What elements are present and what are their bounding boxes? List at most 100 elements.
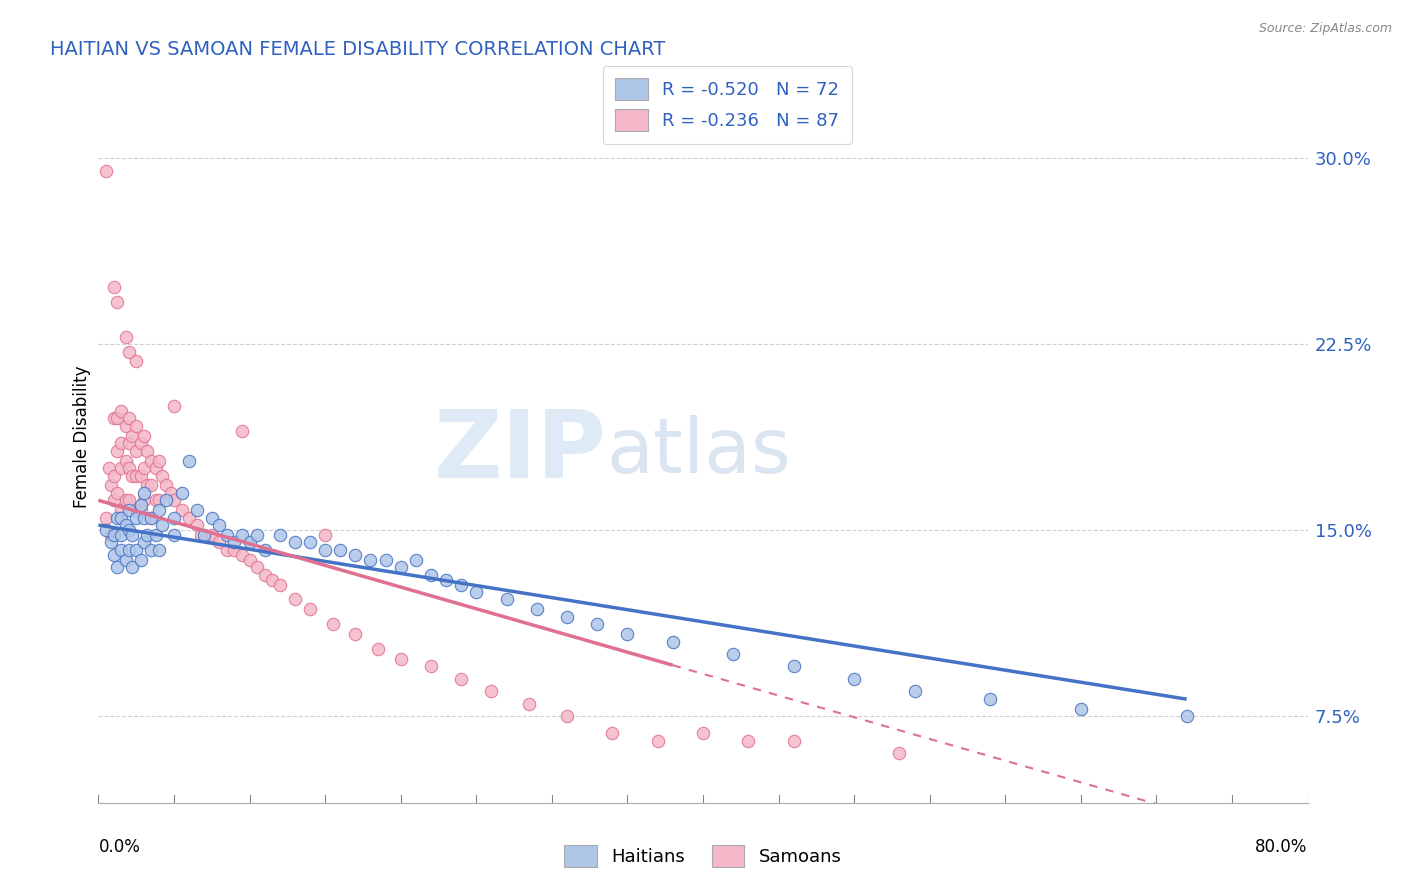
Point <box>105 510 128 524</box>
Point <box>179 510 201 524</box>
Point <box>150 518 173 533</box>
Point <box>239 553 262 567</box>
Point <box>125 468 148 483</box>
Point <box>129 553 152 567</box>
Point <box>125 418 148 433</box>
Point <box>118 523 141 537</box>
Point <box>193 528 215 542</box>
Point <box>114 553 136 567</box>
Point <box>246 528 269 542</box>
Point <box>186 503 208 517</box>
Point <box>125 510 148 524</box>
Point <box>1070 701 1092 715</box>
Point <box>129 503 152 517</box>
Point <box>103 411 125 425</box>
Point <box>145 528 167 542</box>
Point <box>224 535 246 549</box>
Point <box>148 542 170 557</box>
Point <box>125 443 148 458</box>
Point <box>121 560 143 574</box>
Point <box>360 553 382 567</box>
Point <box>135 478 157 492</box>
Point <box>160 486 183 500</box>
Point <box>103 493 125 508</box>
Point <box>114 453 136 467</box>
Point <box>526 602 548 616</box>
Point <box>163 399 186 413</box>
Text: atlas: atlas <box>606 415 792 489</box>
Point <box>163 510 186 524</box>
Point <box>105 411 128 425</box>
Point <box>141 510 163 524</box>
Text: HAITIAN VS SAMOAN FEMALE DISABILITY CORRELATION CHART: HAITIAN VS SAMOAN FEMALE DISABILITY CORR… <box>51 39 665 59</box>
Point <box>253 567 276 582</box>
Point <box>135 528 157 542</box>
Point <box>208 535 231 549</box>
Point <box>103 528 125 542</box>
Point <box>118 436 141 450</box>
Point <box>692 726 714 740</box>
Point <box>125 503 148 517</box>
Point <box>215 528 238 542</box>
Point <box>269 577 291 591</box>
Point <box>737 734 759 748</box>
Point <box>110 542 132 557</box>
Point <box>103 548 125 562</box>
Text: 0.0%: 0.0% <box>98 838 141 856</box>
Text: 80.0%: 80.0% <box>1256 838 1308 856</box>
Text: Source: ZipAtlas.com: Source: ZipAtlas.com <box>1258 22 1392 36</box>
Point <box>118 344 141 359</box>
Point <box>450 577 472 591</box>
Point <box>215 542 238 557</box>
Point <box>253 542 276 557</box>
Point <box>94 510 117 524</box>
Point <box>132 493 155 508</box>
Point <box>904 684 927 698</box>
Point <box>132 486 155 500</box>
Point <box>114 418 136 433</box>
Point <box>367 642 389 657</box>
Point <box>344 548 367 562</box>
Point <box>420 567 443 582</box>
Point <box>723 647 745 661</box>
Point <box>231 528 253 542</box>
Point <box>105 560 128 574</box>
Point <box>148 493 170 508</box>
Point <box>647 734 669 748</box>
Point <box>132 429 155 443</box>
Point <box>517 697 540 711</box>
Point <box>132 461 155 475</box>
Point <box>114 493 136 508</box>
Point <box>98 461 121 475</box>
Point <box>481 684 503 698</box>
Point <box>100 535 122 549</box>
Point <box>299 602 322 616</box>
Y-axis label: Female Disability: Female Disability <box>73 366 91 508</box>
Point <box>103 468 125 483</box>
Point <box>141 542 163 557</box>
Point <box>783 734 806 748</box>
Point <box>121 528 143 542</box>
Point <box>262 573 284 587</box>
Point <box>163 493 186 508</box>
Point <box>155 493 177 508</box>
Point <box>186 518 208 533</box>
Point <box>844 672 866 686</box>
Point <box>201 528 224 542</box>
Legend: R = -0.520   N = 72, R = -0.236   N = 87: R = -0.520 N = 72, R = -0.236 N = 87 <box>603 66 852 145</box>
Point <box>132 535 155 549</box>
Point <box>329 542 352 557</box>
Point <box>208 518 231 533</box>
Point <box>495 592 517 607</box>
Point <box>299 535 322 549</box>
Point <box>170 503 193 517</box>
Point <box>190 528 212 542</box>
Legend: Haitians, Samoans: Haitians, Samoans <box>557 838 849 874</box>
Point <box>125 354 148 368</box>
Point <box>269 528 291 542</box>
Point <box>114 329 136 343</box>
Point <box>118 493 141 508</box>
Point <box>450 672 472 686</box>
Point <box>110 404 132 418</box>
Point <box>118 411 141 425</box>
